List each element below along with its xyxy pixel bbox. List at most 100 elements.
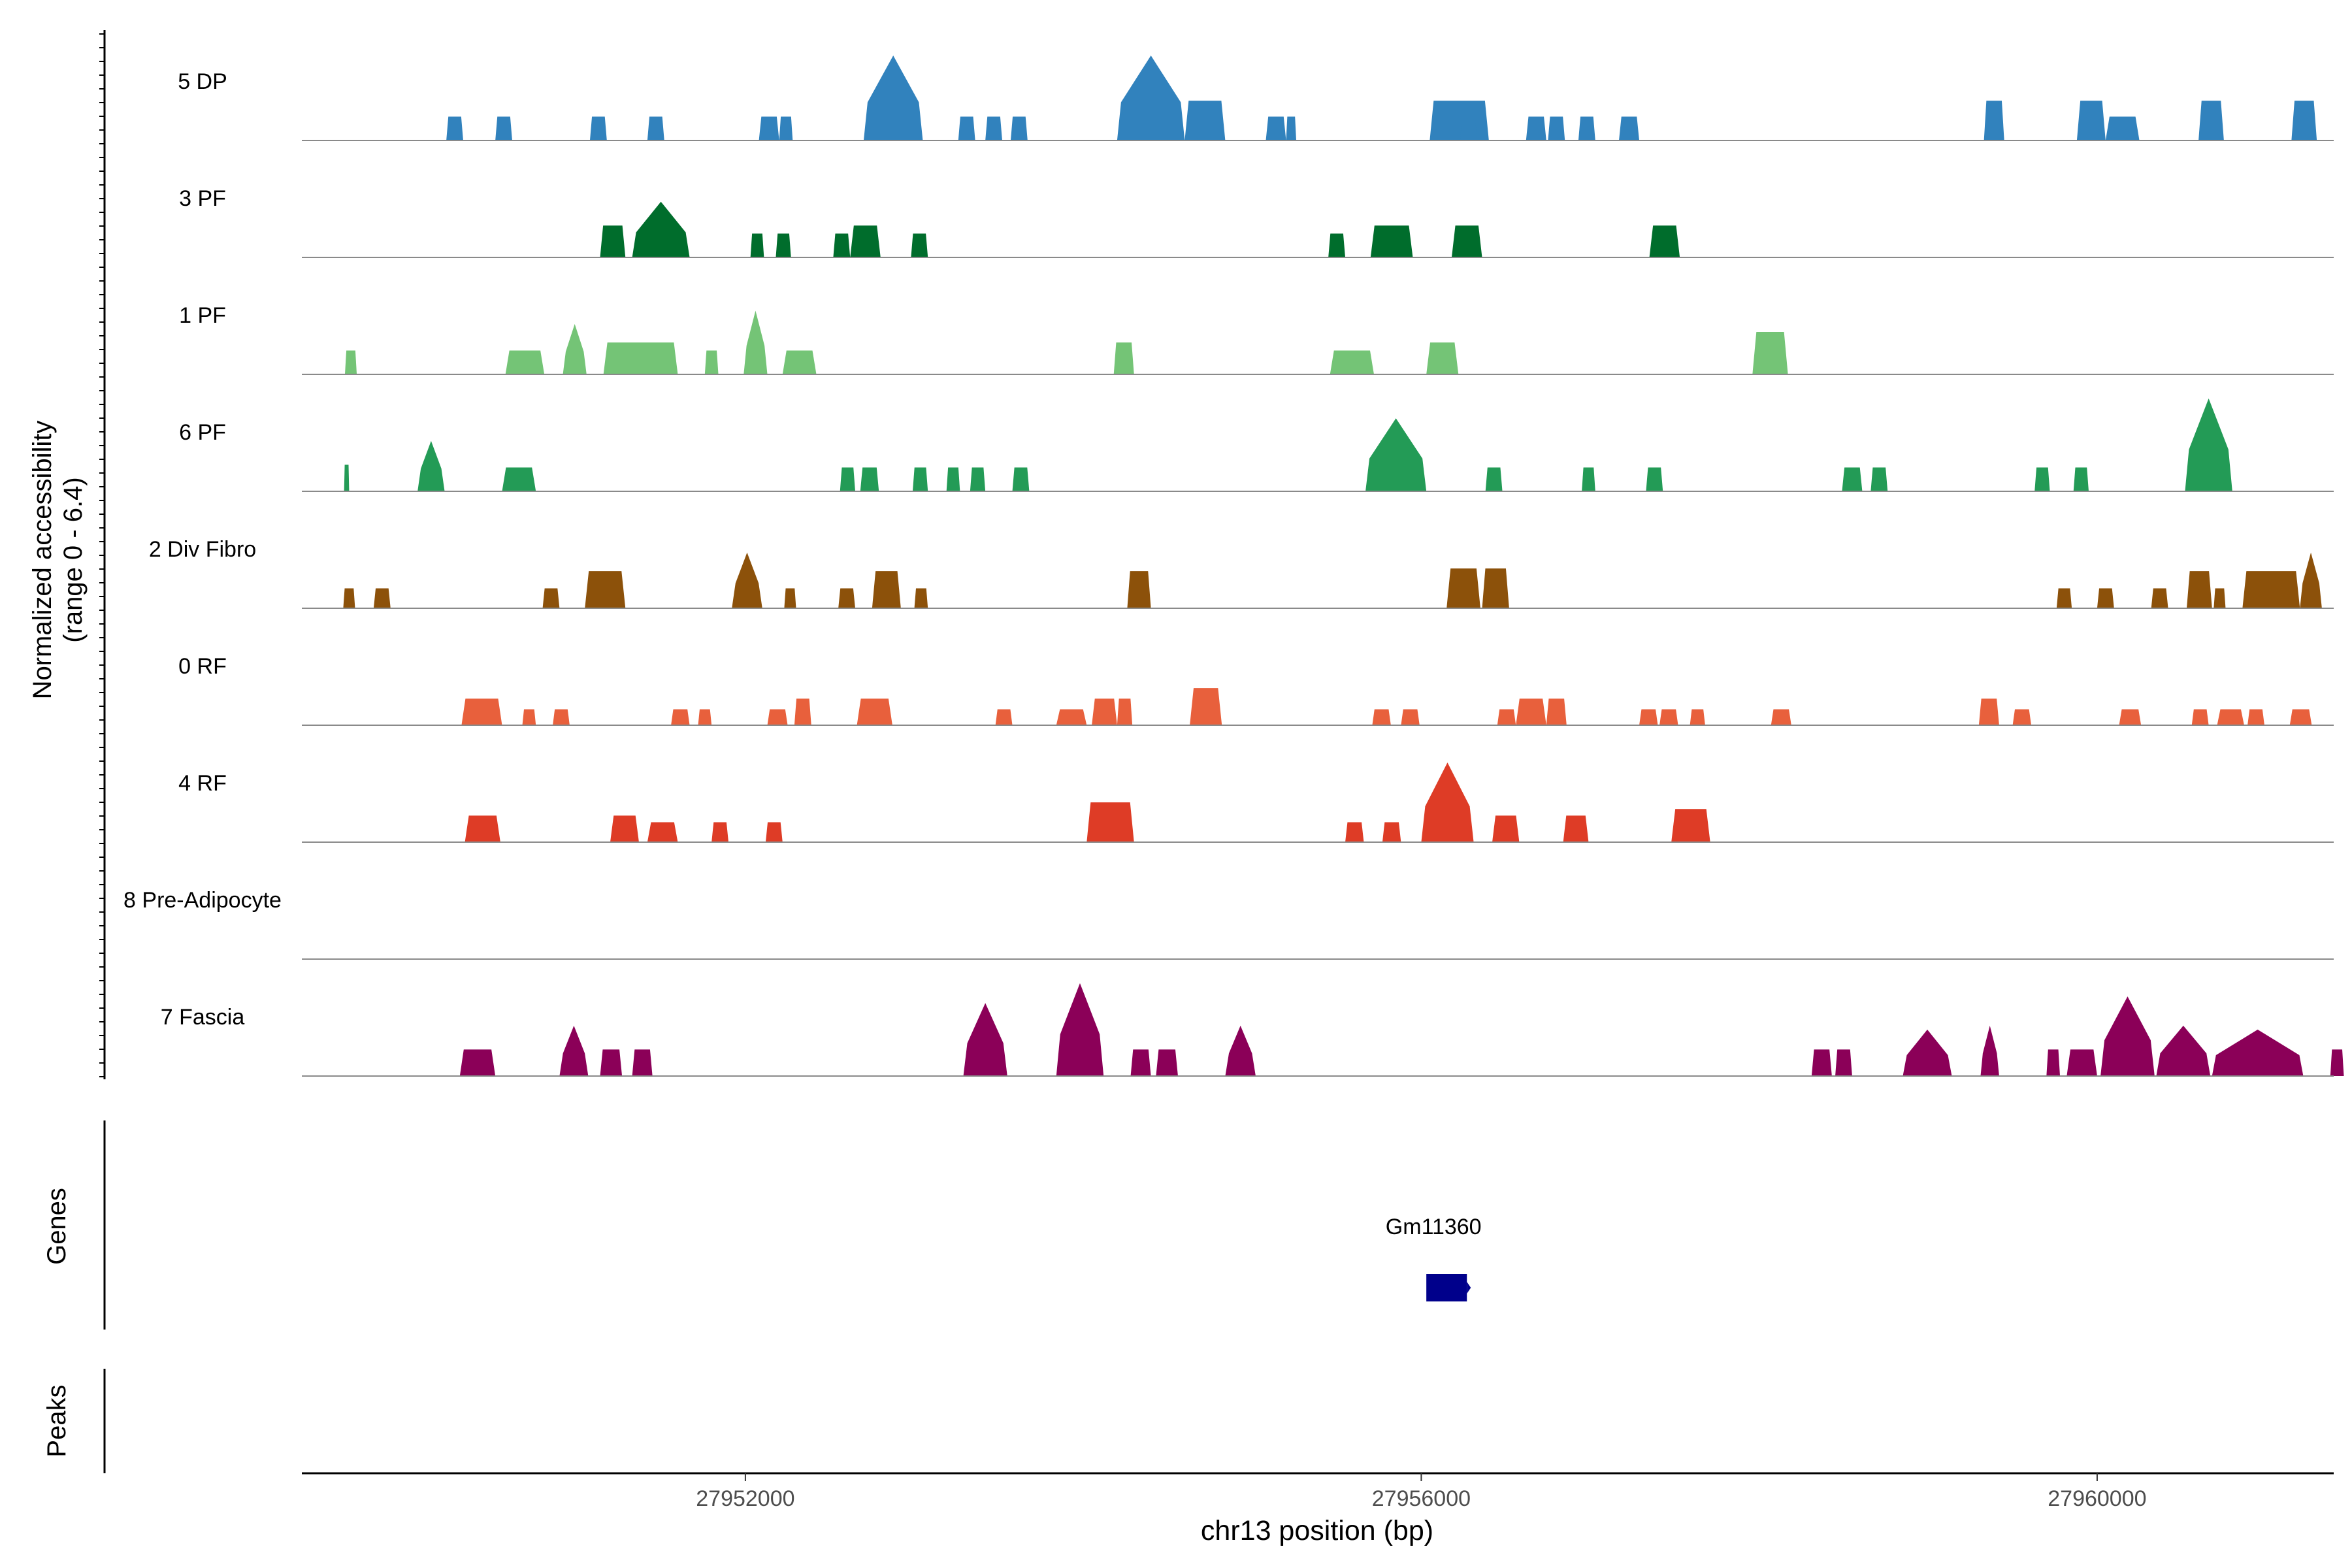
accessibility-peak [344, 350, 357, 374]
accessibility-peak [647, 116, 664, 140]
accessibility-peak [698, 709, 712, 725]
accessibility-peak [1382, 822, 1401, 842]
accessibility-peak [1330, 350, 1374, 374]
x-tick-label: 27952000 [696, 1486, 794, 1511]
accessibility-peak [860, 467, 879, 491]
accessibility-peak [995, 709, 1013, 725]
accessibility-peak [759, 116, 779, 140]
accessibility-peak [1646, 467, 1663, 491]
accessibility-peak [2097, 588, 2114, 608]
accessibility-peak [704, 350, 719, 374]
track-label: 5 DP [178, 69, 227, 94]
accessibility-peak [417, 440, 445, 491]
peaks-axis-label: Peaks [42, 1384, 71, 1457]
accessibility-peak [1842, 467, 1863, 491]
accessibility-peak [2105, 116, 2140, 140]
accessibility-peak [1446, 568, 1480, 608]
accessibility-peak [1516, 698, 1546, 725]
accessibility-peak [589, 116, 607, 140]
accessibility-peak [600, 1049, 623, 1076]
accessibility-peak [1056, 983, 1104, 1076]
accessibility-peak [1619, 116, 1640, 140]
accessibility-peak [1092, 698, 1117, 725]
accessibility-peak [459, 1049, 496, 1076]
accessibility-peak [1671, 809, 1710, 842]
accessibility-peak [1426, 342, 1459, 374]
accessibility-peak [461, 698, 502, 725]
axes-layer: 27952000 27956000 27960000 [99, 30, 2334, 1511]
accessibility-peak [2151, 588, 2168, 608]
accessibility-peak [2217, 709, 2244, 725]
accessibility-peak [1117, 56, 1185, 140]
accessibility-peak [750, 233, 764, 257]
accessibility-peak [2291, 101, 2317, 140]
x-tick-label: 27960000 [2048, 1486, 2146, 1511]
accessibility-peak [2242, 571, 2300, 608]
accessibility-peak [946, 467, 960, 491]
accessibility-peak [1482, 568, 1509, 608]
track-5-dp: 5 DP [178, 56, 2334, 141]
accessibility-peak [585, 571, 626, 608]
accessibility-peak [522, 709, 536, 725]
accessibility-peak [1010, 116, 1028, 140]
accessibility-peak [2073, 467, 2089, 491]
accessibility-peak [784, 588, 796, 608]
accessibility-peak [2066, 1049, 2097, 1076]
accessibility-peak [912, 467, 928, 491]
accessibility-peak [1526, 116, 1546, 140]
accessibility-peak [2186, 571, 2212, 608]
accessibility-peak [563, 323, 587, 374]
accessibility-peak [1811, 1049, 1832, 1076]
accessibility-peak [2100, 996, 2155, 1076]
accessibility-peak [2012, 709, 2032, 725]
accessibility-peak [446, 116, 463, 140]
accessibility-peak [1086, 802, 1134, 842]
accessibility-peak [1372, 709, 1391, 725]
track-3-pf: 3 PF [179, 186, 2334, 258]
gene-gm11360: Gm11360 [1386, 1215, 1482, 1301]
accessibility-peak [542, 588, 560, 608]
accessibility-peak [1184, 101, 1226, 140]
accessibility-peak [1127, 571, 1151, 608]
accessibility-peak [600, 225, 626, 257]
gene-label: Gm11360 [1386, 1215, 1482, 1239]
accessibility-peak [850, 225, 881, 257]
accessibility-peak [1266, 116, 1286, 140]
accessibility-peak [911, 233, 928, 257]
accessibility-peak [1370, 225, 1413, 257]
accessibility-peak [502, 467, 536, 491]
accessibility-peak [767, 709, 788, 725]
accessibility-peak [1582, 467, 1595, 491]
accessibility-peak [2198, 101, 2224, 140]
accessibility-peak [632, 201, 690, 257]
accessibility-peak [505, 350, 545, 374]
accessibility-peak [1771, 709, 1791, 725]
x-axis-label: chr13 position (bp) [1201, 1515, 1433, 1546]
accessibility-peak [1429, 101, 1489, 140]
track-label: 1 PF [179, 303, 226, 328]
accessibility-peak [2076, 101, 2106, 140]
accessibility-peak [1980, 1025, 1999, 1076]
accessibility-peak [963, 1003, 1007, 1076]
accessibility-peak [711, 822, 729, 842]
accessibility-peak [782, 350, 817, 374]
accessibility-peak [2300, 552, 2322, 608]
accessibility-peak [1401, 709, 1420, 725]
accessibility-peak [743, 310, 768, 374]
track-label: 7 Fascia [161, 1005, 245, 1030]
accessibility-peak [559, 1025, 589, 1076]
track-label: 3 PF [179, 186, 226, 211]
accessibility-peak [465, 815, 500, 842]
accessibility-peak [833, 233, 851, 257]
accessibility-peak [610, 815, 639, 842]
accessibility-peak [671, 709, 690, 725]
accessibility-peak [914, 588, 928, 608]
accessibility-peak [1056, 709, 1087, 725]
accessibility-peak [779, 116, 793, 140]
accessibility-peak [872, 571, 901, 608]
genes-axis-label: Genes [42, 1188, 71, 1265]
accessibility-peak [1835, 1049, 1852, 1076]
accessibility-peak [2289, 709, 2312, 725]
accessibility-peak [632, 1049, 653, 1076]
accessibility-peak [2156, 1025, 2211, 1076]
